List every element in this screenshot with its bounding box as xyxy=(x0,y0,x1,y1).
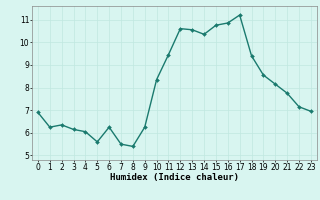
X-axis label: Humidex (Indice chaleur): Humidex (Indice chaleur) xyxy=(110,173,239,182)
